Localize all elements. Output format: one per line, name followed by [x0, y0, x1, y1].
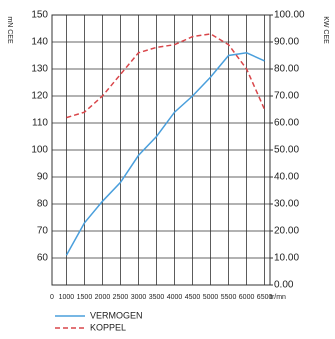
x-tick-label: 3000	[131, 294, 147, 301]
line-series	[66, 33, 266, 119]
y2-tick-label: 40.00	[274, 172, 299, 183]
y2-tick-label: 90.00	[274, 37, 299, 48]
x-tick-label: 3500	[149, 294, 165, 301]
legend-label: KOPPEL	[90, 322, 126, 332]
line-series	[65, 52, 265, 256]
y2-tick-label: 100.00	[274, 10, 305, 21]
x-tick-label: 1000	[59, 294, 75, 301]
x-tick-label: 4000	[167, 294, 183, 301]
x-tick-label: 2000	[95, 294, 111, 301]
y2-axis-title: KW CEE	[322, 16, 329, 44]
y2-tick-label: 0.00	[274, 280, 294, 291]
y-tick-label: 130	[31, 64, 48, 75]
x-tick-label: 5000	[203, 294, 219, 301]
y-tick-label: 80	[37, 199, 49, 210]
y-tick-label: 110	[32, 118, 48, 129]
legend-label: VERMOGEN	[90, 310, 143, 320]
y2-tick-label: 50.00	[274, 145, 299, 156]
y2-tick-label: 30.00	[274, 199, 299, 210]
y2-tick-label: 80.00	[274, 64, 299, 75]
x-tick-label: 5500	[221, 294, 237, 301]
y-tick-label: 90	[37, 172, 49, 183]
origin-label: 0	[50, 294, 54, 301]
x-tick-label: 6000	[239, 294, 255, 301]
x-tick-label: 6500	[257, 294, 273, 301]
y-tick-label: 60	[37, 253, 49, 264]
x-tick-label: 1500	[77, 294, 93, 301]
y2-tick-label: 60.00	[274, 118, 299, 129]
y-tick-label: 140	[31, 37, 48, 48]
y2-tick-label: 10.00	[274, 253, 299, 264]
y-tick-label: 100	[31, 145, 48, 156]
y2-tick-label: 70.00	[274, 91, 299, 102]
y-tick-label: 120	[31, 91, 48, 102]
y-tick-label: 70	[37, 226, 49, 237]
x-tick-label: 2500	[113, 294, 129, 301]
y-tick-label: 150	[31, 10, 48, 21]
y2-tick-label: 20.00	[274, 226, 299, 237]
x-tick-label: 4500	[185, 294, 201, 301]
y-axis-title: mN CEE	[6, 16, 13, 44]
x-unit: tr/mn	[270, 294, 286, 301]
